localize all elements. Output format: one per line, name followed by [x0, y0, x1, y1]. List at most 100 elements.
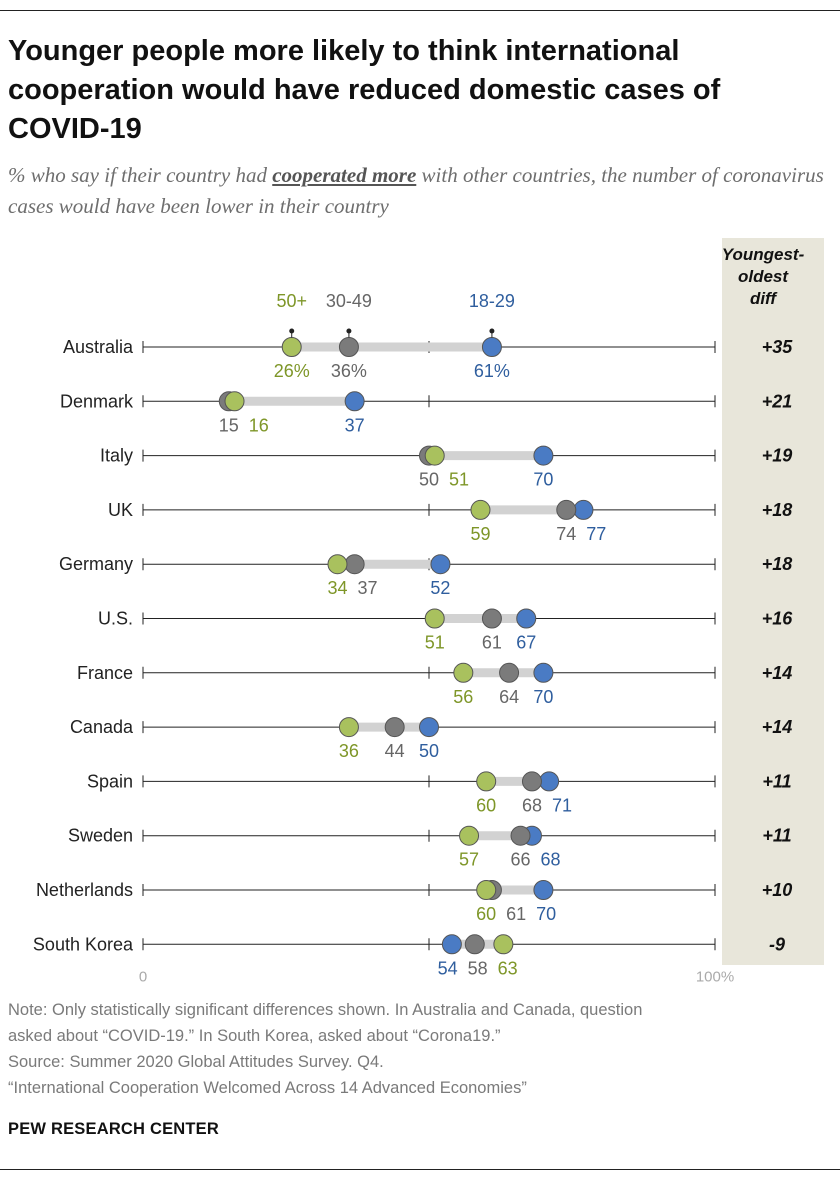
dot-y18-29	[516, 608, 537, 629]
legend-label: 18-29	[469, 291, 515, 311]
dot-y50	[453, 662, 474, 683]
value-label: 64	[499, 687, 519, 707]
value-label: 34	[327, 578, 347, 598]
value-label: 60	[476, 795, 496, 815]
subtitle-emphasis: cooperated more	[272, 163, 417, 187]
dot-y50	[224, 391, 245, 412]
dot-y30-49	[499, 662, 520, 683]
diff-value: +35	[762, 337, 794, 357]
org-name: PEW RESEARCH CENTER	[8, 1120, 219, 1138]
country-label: Sweden	[68, 826, 133, 846]
value-label: 59	[470, 524, 490, 544]
report-title-line: “International Cooperation Welcomed Acro…	[8, 1079, 527, 1097]
value-label: 36	[339, 741, 359, 761]
country-label: U.S.	[98, 609, 133, 629]
value-label: 54	[438, 958, 458, 978]
legend-leader-dot	[346, 328, 352, 334]
value-label: 67	[516, 633, 536, 653]
diff-value: +18	[762, 554, 793, 574]
dot-y30-49	[344, 554, 365, 575]
value-label: 56	[453, 687, 473, 707]
value-label: 37	[357, 578, 377, 598]
chart-subtitle: % who say if their country had cooperate…	[8, 160, 834, 222]
chart-notes: Note: Only statistically significant dif…	[8, 997, 828, 1101]
dot-y30-49	[384, 717, 405, 738]
legend-label: 50+	[276, 291, 307, 311]
diff-value: +11	[762, 771, 791, 791]
dot-y50	[424, 608, 445, 629]
dot-y50	[424, 445, 445, 466]
value-label: 68	[522, 795, 542, 815]
value-label: 70	[536, 904, 556, 924]
dot-y50	[476, 771, 497, 792]
dot-y18-29	[533, 880, 554, 900]
value-label: 26%	[274, 361, 310, 381]
value-label: 51	[449, 470, 469, 490]
dot-y18-29	[441, 934, 462, 955]
country-label: Netherlands	[36, 880, 133, 900]
value-label: 52	[430, 578, 450, 598]
value-label: 61	[506, 904, 526, 924]
country-label: Australia	[63, 337, 134, 357]
dot-y30-49	[481, 608, 502, 629]
dot-y30-49	[464, 934, 485, 955]
value-label: 15	[219, 415, 239, 435]
dot-y30-49	[338, 337, 359, 357]
note-line: asked about “COVID-19.” In South Korea, …	[8, 1027, 501, 1045]
dot-y30-49	[556, 499, 577, 520]
legend-label: 30-49	[326, 291, 372, 311]
bottom-rule	[0, 1169, 840, 1170]
dot-y50	[470, 499, 491, 520]
country-label: Denmark	[60, 391, 134, 411]
diff-header-label: oldest	[738, 267, 789, 286]
dot-y50	[327, 554, 348, 575]
diff-value: +14	[762, 663, 793, 683]
diff-value: +16	[762, 609, 794, 629]
note-line: Note: Only statistically significant dif…	[8, 1001, 643, 1019]
dot-y18-29	[539, 771, 560, 792]
country-label: Italy	[100, 446, 133, 466]
top-rule	[0, 10, 840, 11]
country-label: France	[77, 663, 133, 683]
diff-value: +10	[762, 880, 793, 900]
value-label: 50	[419, 470, 439, 490]
dot-y50	[459, 825, 480, 846]
subtitle-part-2: with other countries, the number of coro…	[8, 163, 824, 218]
x-tick-label: 0	[139, 968, 147, 985]
value-label: 66	[511, 850, 531, 870]
diff-value: -9	[769, 934, 785, 954]
value-label: 71	[552, 795, 572, 815]
value-label: 63	[498, 958, 518, 978]
source-line: Source: Summer 2020 Global Attitudes Sur…	[8, 1053, 384, 1071]
value-label: 60	[476, 904, 496, 924]
value-label: 36%	[331, 361, 367, 381]
legend-leader-dot	[289, 328, 295, 334]
country-label: Spain	[87, 771, 133, 791]
country-label: Canada	[70, 717, 134, 737]
dot-y18-29	[419, 717, 439, 738]
dot-y50	[493, 934, 514, 955]
x-tick-label: 100%	[696, 968, 734, 985]
country-label: UK	[108, 500, 133, 520]
value-label: 68	[541, 850, 561, 870]
subtitle-part-1: % who say if their country had	[8, 163, 273, 187]
diff-header-label: Youngest-	[722, 245, 805, 264]
diff-panel	[722, 238, 824, 965]
value-label: 74	[556, 524, 576, 544]
dot-y18-29	[573, 499, 594, 520]
value-label: 70	[533, 470, 553, 490]
dot-y50	[281, 337, 302, 357]
dot-y18-29	[430, 554, 451, 575]
diff-header-label: diff	[750, 289, 778, 308]
dot-y18-29	[533, 445, 554, 466]
diff-value: +11	[762, 826, 791, 846]
value-label: 77	[586, 524, 606, 544]
diff-value: +19	[762, 446, 793, 466]
value-label: 37	[345, 415, 365, 435]
dot-y18-29	[533, 662, 554, 683]
chart-title: Younger people more likely to think inte…	[8, 35, 721, 145]
dot-y18-29	[481, 337, 502, 357]
country-label: South Korea	[33, 934, 134, 954]
value-label: 70	[533, 687, 553, 707]
value-label: 57	[459, 850, 479, 870]
